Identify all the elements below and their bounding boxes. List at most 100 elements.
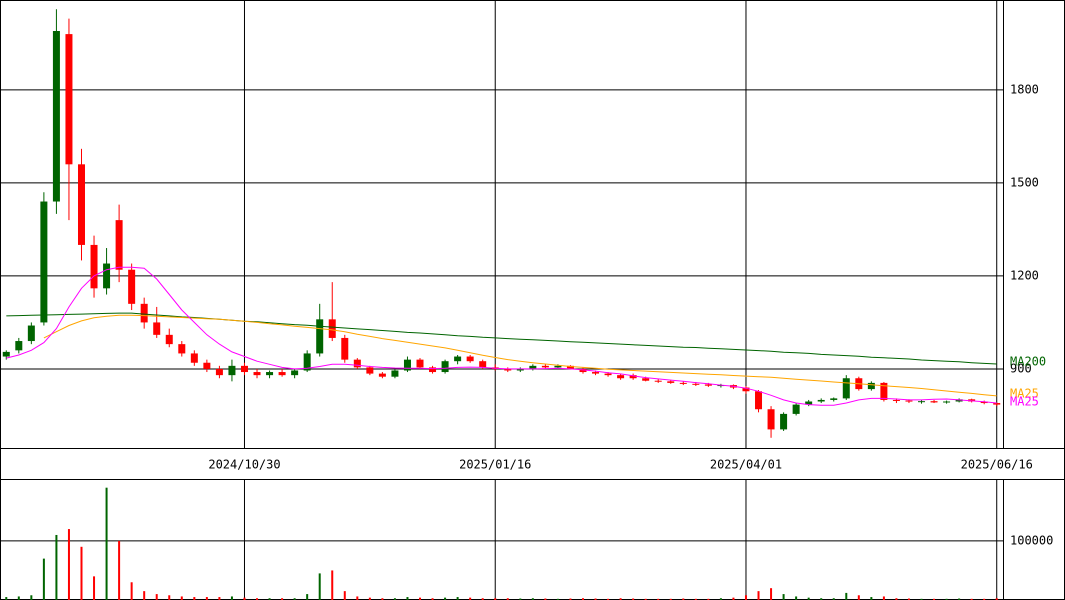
candle-body	[228, 365, 236, 376]
x-tick-label: 2025/06/16	[961, 458, 1033, 472]
candle-body	[403, 359, 411, 371]
candle-body	[679, 382, 687, 384]
candle-body	[40, 201, 48, 323]
volume-bar	[531, 598, 534, 600]
candle-body	[454, 356, 462, 362]
volume-bar	[155, 594, 158, 600]
volume-bar	[368, 597, 371, 600]
volume-bar	[983, 598, 986, 600]
candle-body	[792, 404, 800, 414]
candle-body	[704, 384, 712, 386]
candle-body	[817, 399, 825, 402]
legend-label: MA200	[1010, 355, 1046, 369]
volume-bar	[130, 582, 133, 600]
volume-bar	[218, 597, 221, 600]
legend-label: MA25	[1010, 387, 1039, 401]
candle-body	[27, 325, 35, 342]
volume-bar	[481, 598, 484, 600]
candle-body	[667, 381, 675, 383]
candle-body	[566, 365, 574, 369]
volume-bar	[381, 598, 384, 600]
volume-bar	[17, 596, 20, 600]
candle-body	[955, 399, 963, 402]
candle-body	[541, 365, 549, 368]
volume-bar	[506, 598, 509, 600]
x-tick-label: 2025/01/16	[459, 458, 531, 472]
candle-body	[266, 372, 274, 376]
volume-bar	[93, 576, 96, 600]
candle-body	[554, 365, 562, 368]
volume-bar	[419, 597, 422, 600]
volume-bar	[393, 598, 396, 600]
candle-body	[240, 365, 248, 373]
candle-body	[504, 368, 512, 371]
candle-body	[90, 244, 98, 289]
volume-bar	[256, 598, 259, 600]
volume-bar	[318, 573, 321, 600]
volume-bar	[556, 598, 559, 600]
volume-bar	[519, 598, 522, 600]
candle-body	[77, 164, 85, 245]
volume-bar	[795, 596, 798, 600]
candle-body	[103, 263, 111, 289]
ma-line	[43, 314, 997, 397]
candle-body	[178, 344, 186, 354]
volume-bar	[180, 596, 183, 600]
candle-body	[880, 382, 888, 400]
volume-bar	[933, 598, 936, 600]
candle-body	[466, 356, 474, 362]
volume-bar	[619, 598, 622, 600]
volume-bar	[80, 546, 83, 600]
candle-body	[115, 220, 123, 270]
volume-bar	[707, 598, 710, 600]
legend-label: MA25	[1010, 395, 1039, 409]
volume-bar	[293, 598, 296, 600]
volume-bar	[494, 598, 497, 600]
candle-body	[291, 370, 299, 376]
ma-line	[6, 312, 997, 365]
candle-body	[316, 319, 324, 354]
volume-bar	[682, 598, 685, 600]
candle-body	[642, 378, 650, 381]
candle-body	[867, 382, 875, 390]
volume-bar	[845, 592, 848, 600]
candle-body	[128, 269, 136, 304]
volume-bar	[895, 598, 898, 600]
candle-body	[780, 413, 788, 430]
candle-body	[993, 403, 1001, 405]
candle-body	[767, 409, 775, 430]
volume-bar	[243, 597, 246, 600]
volume-bar	[569, 598, 572, 600]
volume-bar	[581, 598, 584, 600]
candle-body	[416, 359, 424, 368]
volume-bar	[55, 534, 58, 600]
volume-bar	[306, 594, 309, 600]
candle-body	[429, 367, 437, 373]
candle-body	[190, 353, 198, 363]
candle-body	[52, 31, 60, 202]
candle-body	[328, 319, 336, 338]
volume-bar	[995, 598, 998, 600]
candle-body	[15, 341, 23, 351]
y-tick-label: 900	[1010, 361, 1032, 375]
x-tick-label: 2024/10/30	[208, 458, 280, 472]
candle-body	[479, 361, 487, 368]
volume-bar	[820, 598, 823, 600]
volume-bar	[406, 597, 409, 600]
volume-bar	[30, 595, 33, 600]
volume-bar	[67, 529, 70, 600]
volume-bar	[469, 597, 472, 600]
y-tick-label: 1500	[1010, 175, 1039, 189]
candle-body	[153, 322, 161, 335]
volume-bar	[958, 598, 961, 600]
volume-bar	[920, 598, 923, 600]
candle-body	[2, 351, 10, 357]
candle-body	[617, 375, 625, 379]
candle-body	[165, 334, 173, 345]
ma-line	[6, 266, 997, 406]
candle-body	[391, 370, 399, 377]
volume-bar	[857, 595, 860, 600]
candle-body	[140, 303, 148, 323]
volume-bar	[230, 596, 233, 600]
